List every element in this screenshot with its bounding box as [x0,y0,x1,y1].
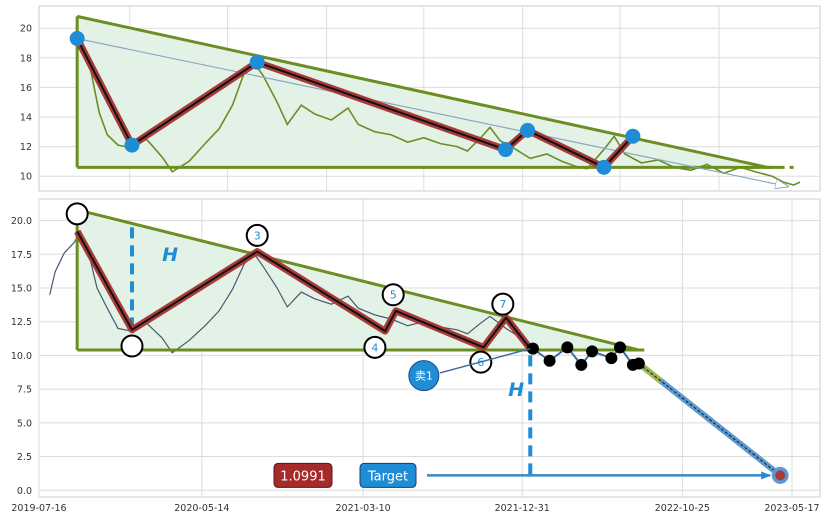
top-pivot-point [69,31,85,47]
pivot-marker-label: 4 [371,341,378,354]
top-pivot-point [249,54,265,70]
bottom-y-tick-label: 20.0 [11,216,32,227]
bottom-y-tick-label: 7.5 [17,385,32,396]
top-pivot-point [124,137,140,153]
x-tick-label: 2020-05-14 [174,503,229,514]
bottom-y-tick-label: 17.5 [11,250,32,261]
consolidation-point [614,341,627,354]
consolidation-point [526,342,539,355]
target-value-box [273,462,333,488]
top-pivot-point [520,122,536,138]
pivot-marker: 3 [245,223,269,247]
consolidation-point [605,352,618,365]
top-y-tick-label: 20 [20,24,32,35]
x-tick-label: 2022-10-25 [655,503,710,514]
bottom-zigzag-line [76,230,532,350]
sell-connector [439,347,531,374]
target-point-inner [775,470,786,481]
top-y-tick-label: 16 [20,83,32,94]
x-tick-label: 2023-05-17 [764,503,819,514]
sell-badge [408,360,440,392]
projection-dotted-line [638,363,781,476]
pivot-marker-label: 7 [499,298,506,311]
top-y-tick-label: 12 [20,142,32,153]
pivot-marker-label: 5 [390,289,397,302]
bottom-y-tick-label: 10.0 [11,351,32,362]
bottom-y-tick-label: 5.0 [17,418,32,429]
pivot-marker: 4 [363,335,387,359]
target-box [359,462,417,488]
pivot-marker-circle [65,202,89,226]
bottom-y-tick-label: 15.0 [11,283,32,294]
consolidation-point [575,358,588,371]
x-tick-label: 2021-03-10 [335,503,390,514]
pivot-marker-circle [363,335,387,359]
bottom-y-tick-label: 0.0 [17,486,32,497]
height-label-lower: H [508,379,524,401]
top-pivot-point [596,159,612,175]
pivot-marker-label: 3 [254,229,261,242]
top-pivot-point [498,142,514,158]
pivot-marker [65,202,89,226]
pivot-marker [120,334,144,358]
sell-badge-label: 卖1 [415,370,433,383]
pivot-marker-circle [381,283,405,307]
bottom-upper-trendline [76,208,640,352]
x-tick-label: 2019-07-16 [11,503,66,514]
pivot-marker-circle [120,334,144,358]
consolidation-point [586,345,599,358]
consolidation-point [543,354,556,367]
consolidation-point [632,357,645,370]
bottom-price-line [49,229,534,354]
consolidation-point [561,341,574,354]
x-tick-label: 2021-12-31 [495,503,550,514]
pivot-marker: 5 [381,283,405,307]
bottom-y-tick-label: 12.5 [11,317,32,328]
top-y-tick-label: 10 [20,172,32,183]
pivot-marker-circle [245,223,269,247]
top-pivot-point [625,128,641,144]
top-y-tick-label: 14 [20,113,32,124]
pivot-marker-circle [491,292,515,316]
target-box-label: Target [367,469,408,484]
bottom-panel: 2019-07-16 2020-05-14 2021-03-10 2021-12-31… [11,198,821,514]
top-upper-trendline [76,14,768,169]
bottom-y-tick-label: 2.5 [17,452,32,463]
top-projection-arrow [77,37,788,187]
top-panel: 10 12 14 16 18 20 [20,5,821,192]
height-label-upper: H [162,244,178,266]
target-value-label: 1.0991 [280,469,326,484]
top-y-tick-label: 18 [20,53,32,64]
pivot-marker: 7 [491,292,515,316]
